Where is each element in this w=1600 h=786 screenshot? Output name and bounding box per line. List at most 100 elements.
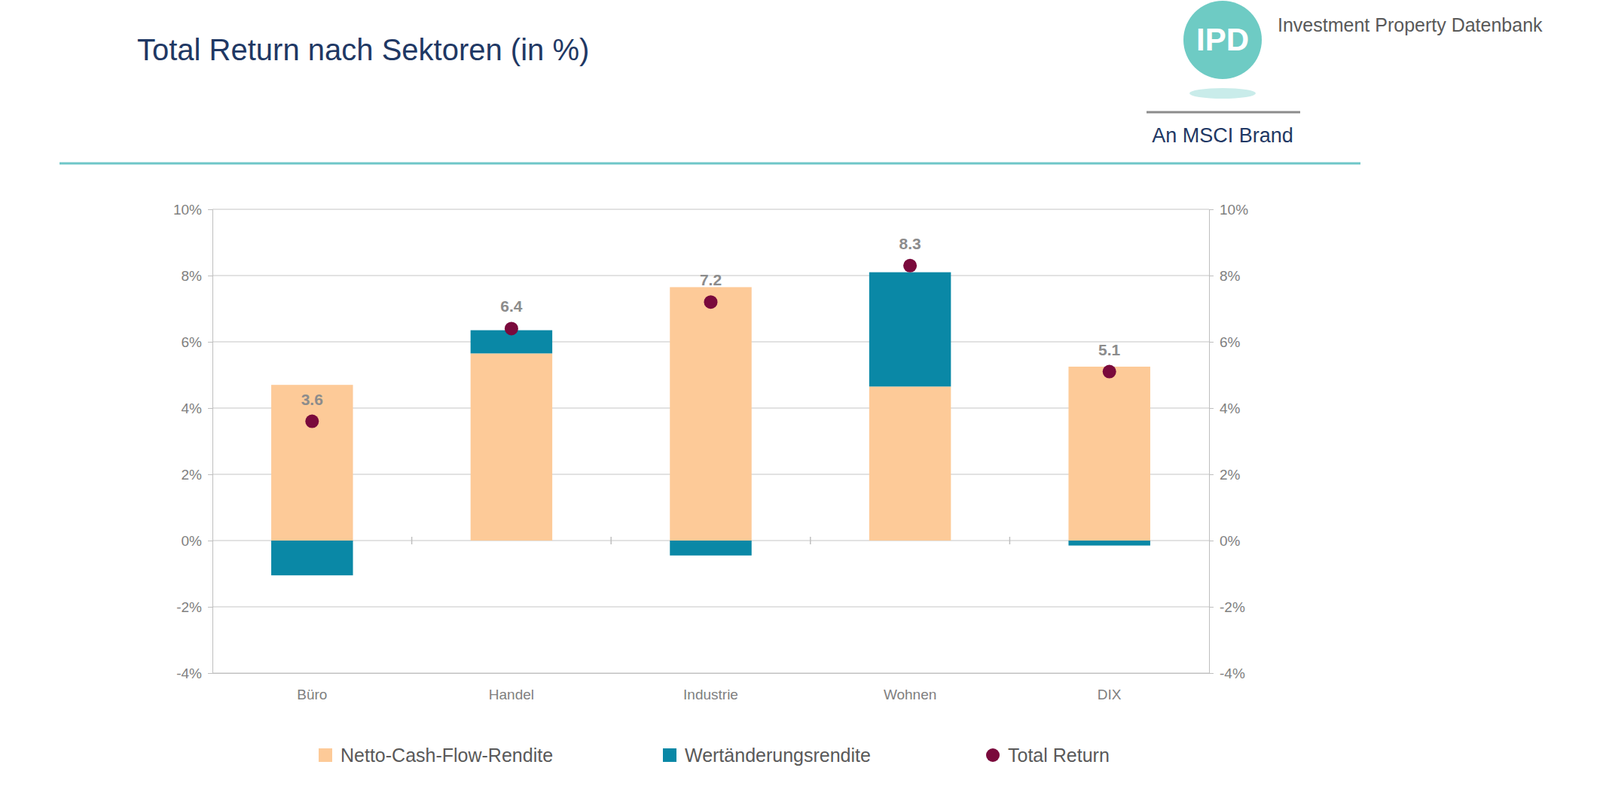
tick-mark [207,607,213,608]
tick-label: Handel [488,687,535,703]
tick-label: 4% [1219,400,1241,417]
tick-mark [1209,607,1214,608]
legend-item: Netto-Cash-Flow-Rendite [318,745,553,767]
tick-label: 6% [1219,334,1241,351]
point [903,259,917,273]
tick-label: 8% [181,268,203,284]
data-label: 7.2 [699,271,722,289]
x-axis: Büro Handel Industrie Wohnen DIX [213,674,1210,704]
bar [1068,366,1150,541]
title: Total Return nach Sektoren (in %) [137,33,590,67]
tick-label: 0% [1219,533,1241,550]
annotation: An MSCI Brand [1151,124,1294,147]
legend: Netto-Cash-Flow-Rendite Wertänderungsrend… [318,745,1110,767]
y-axis: -4% -2% 0% 2% 4% 6% 8% 10% [173,201,214,682]
tick-mark [1209,209,1214,211]
tick-label: -4% [176,665,202,682]
tick-mark [1209,341,1214,343]
tick-label: 4% [181,400,203,417]
axis-line [213,673,1210,675]
legend-label: Total Return [1007,745,1110,767]
chart: Total Return nach Sektoren (in %) IPD An M… [0,0,1600,786]
tick: 6% [1209,334,1241,351]
grid-line [212,606,1210,608]
tick-label: -4% [1219,665,1246,682]
tick: -4% [176,665,213,682]
bar [1068,540,1150,547]
tick-label: 10% [1219,201,1249,218]
tick: 0% [181,533,213,550]
tick: -2% [1209,599,1246,616]
tick-label: Wohnen [883,687,937,703]
tick-label: Büro [296,687,327,703]
tick: 0% [1209,533,1241,550]
legend-item: Total Return [986,745,1110,767]
tick: Handel [488,687,535,703]
tick: 2% [1209,467,1241,483]
data-label: 3.6 [301,390,324,409]
separator [610,537,612,545]
marks [271,259,1151,576]
tick-mark [1209,275,1214,277]
tick-label: 2% [181,467,203,483]
tick: 8% [181,268,213,284]
tick-label: -2% [176,599,202,616]
tick-mark [207,474,213,476]
logo-circle [1183,0,1262,80]
tick: 6% [181,334,213,351]
logo-rule [1146,111,1301,114]
tick: -2% [176,599,213,616]
tick-mark [207,408,213,410]
logo-shadow [1189,88,1256,99]
data-label: 6.4 [500,297,523,315]
separator [809,537,812,545]
legend-swatch [662,748,677,763]
bar [869,272,951,388]
header-rule [59,162,1361,165]
point [1102,365,1117,379]
tick-mark [1209,408,1214,410]
tick-mark [207,275,213,277]
point [704,295,718,309]
separator [1009,537,1011,545]
grid-line [212,208,1210,211]
tick: 10% [1209,201,1249,218]
tick-mark [1209,540,1214,542]
tick: -4% [1209,665,1246,682]
point [305,415,319,429]
tick-label: DIX [1097,687,1122,703]
tick-mark [207,673,213,675]
tick-label: 2% [1219,467,1241,483]
bar [271,384,353,541]
bar [271,540,353,576]
point [504,321,519,336]
tick-label: -2% [1219,599,1246,616]
separator [411,537,413,545]
tick-label: Industrie [683,687,739,703]
tick: 4% [181,400,213,417]
tick-label: 8% [1219,268,1241,284]
tick-mark [1209,673,1214,675]
y2-axis: -4% -2% 0% 2% 4% 6% 8% 10% [1209,201,1249,682]
tick-mark [1209,474,1214,476]
grid [212,209,1210,674]
tick: 10% [173,201,213,218]
bar [669,540,752,556]
tick-label: 0% [181,533,203,550]
tick: 4% [1209,400,1241,417]
axis-line [207,210,214,675]
data-labels: 3.66.47.28.35.1 [301,235,1121,409]
tick: 2% [181,467,213,483]
legend-item: Wertänderungsrendite [662,745,871,767]
bar [669,287,752,541]
tick-mark [207,341,213,343]
legend-label: Wertänderungsrendite [684,745,871,767]
tick-label: 6% [181,334,203,351]
bar [470,353,553,541]
data-label: 5.1 [1098,341,1121,359]
tick-mark [207,209,213,211]
annotation: Investment Property Datenbank [1277,14,1543,36]
tick: Industrie [683,687,739,703]
tick: DIX [1097,687,1122,703]
logo-text: IPD [1196,21,1249,58]
